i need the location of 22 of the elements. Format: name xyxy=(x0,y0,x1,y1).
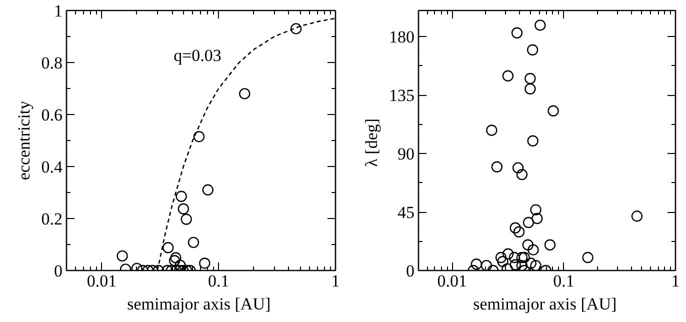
x-axis-title: semimajor axis [AU] xyxy=(473,294,617,314)
y-tick-label: 0.2 xyxy=(41,210,62,228)
y-tick-label: 90 xyxy=(398,144,414,164)
y-tick-label: 0.6 xyxy=(41,106,62,124)
x-tick-label: 0.01 xyxy=(86,272,117,290)
y-tick-label: 0 xyxy=(406,262,414,280)
x-axis-title: semimajor axis [AU] xyxy=(127,294,271,314)
y-tick-label: 180 xyxy=(389,28,414,46)
y-tick-label: 45 xyxy=(398,203,414,222)
x-tick-label: 0.1 xyxy=(553,272,574,290)
y-tick-label: 0.4 xyxy=(41,158,63,176)
x-tick-label: 1 xyxy=(671,272,680,290)
y-tick-label: 0.8 xyxy=(41,54,62,72)
y-tick-label: 135 xyxy=(389,86,414,105)
y-tick-label: 0 xyxy=(54,262,62,280)
x-tick-label: 1 xyxy=(331,272,340,290)
y-axis-title: λ [deg] xyxy=(362,118,381,167)
y-tick-label: 1 xyxy=(54,2,62,20)
x-tick-label: 0.1 xyxy=(208,272,230,290)
x-tick-label: 0.01 xyxy=(437,272,467,290)
annotation: q=0.03 xyxy=(174,46,222,65)
y-axis-title: eccentricity xyxy=(14,100,34,180)
